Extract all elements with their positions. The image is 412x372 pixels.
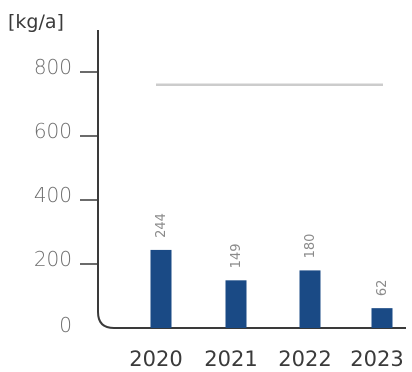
- y-tick-layer: 0 200 400 600 800: [34, 55, 98, 337]
- y-tick-label: 0: [59, 313, 72, 337]
- bar: [371, 308, 393, 328]
- data-label: 244: [154, 213, 169, 238]
- bar: [150, 249, 172, 328]
- x-tick-label: 2021: [204, 347, 257, 371]
- x-tick-label: 2020: [129, 347, 182, 371]
- x-tick-label: 2022: [278, 347, 331, 371]
- bar-layer: [150, 249, 393, 328]
- axis-line: [97, 30, 406, 329]
- y-tick-label: 600: [34, 119, 72, 143]
- y-axis-unit-label: [kg/a]: [8, 11, 64, 33]
- data-label-layer: 244 149 180 62: [154, 213, 390, 296]
- bar: [299, 270, 321, 328]
- axis-layer: [97, 30, 406, 329]
- data-label: 180: [303, 234, 318, 259]
- data-label: 62: [375, 280, 390, 297]
- data-label: 149: [229, 243, 244, 268]
- x-tick-layer: 2020 2021 2022 2023: [129, 347, 403, 371]
- bar: [225, 280, 247, 328]
- y-tick-label: 800: [34, 55, 72, 79]
- x-tick-label: 2023: [350, 347, 403, 371]
- y-tick-label: 400: [34, 183, 72, 207]
- y-tick-label: 200: [34, 247, 72, 271]
